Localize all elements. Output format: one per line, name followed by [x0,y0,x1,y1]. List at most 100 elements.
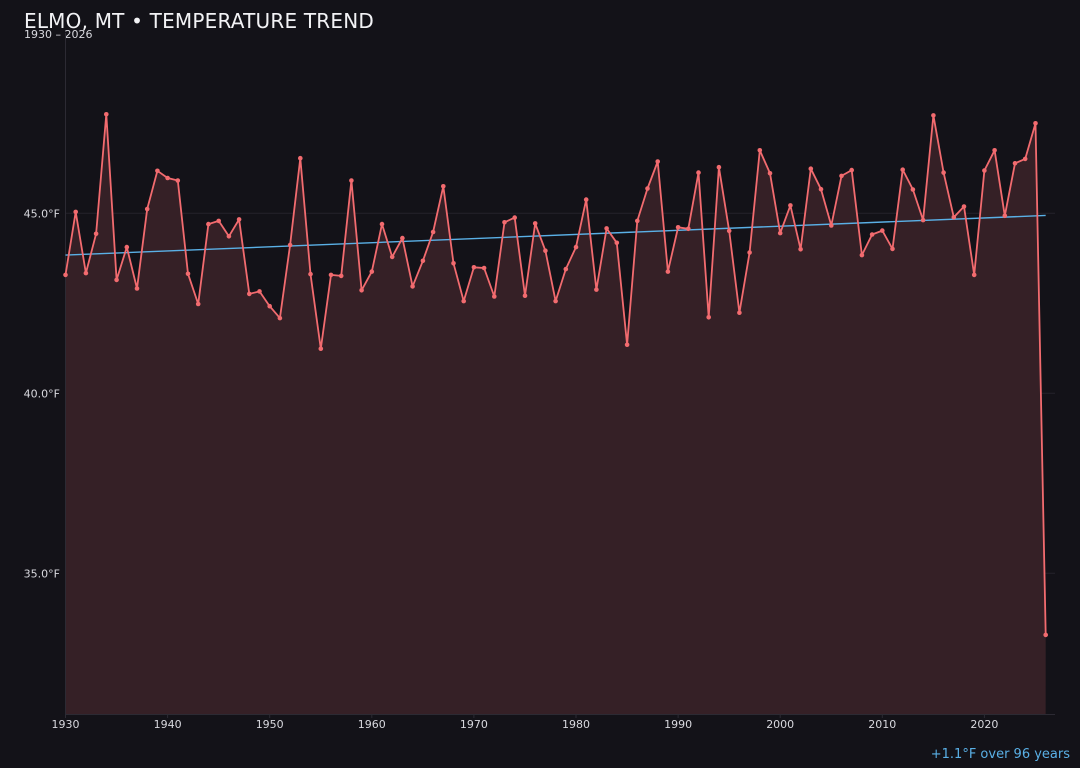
data-point [869,232,875,237]
data-point [696,170,701,175]
data-point [767,171,773,176]
data-point [624,342,630,348]
data-point [788,203,793,208]
data-point [471,265,477,270]
data-point [257,289,262,294]
data-point [369,269,375,274]
data-point [195,301,201,307]
data-point [1043,632,1048,638]
data-point [971,272,977,278]
data-point [522,293,528,299]
data-point [175,178,181,183]
data-point [849,167,854,173]
trend-line [65,214,1046,256]
data-point [655,159,660,164]
data-point [492,294,497,299]
data-point [63,272,68,278]
data-point [675,225,681,230]
data-point [73,209,78,215]
data-point [839,173,844,179]
data-point [502,220,507,225]
x-tick-label: 1970 [460,718,488,731]
data-point [287,242,293,248]
data-point [573,244,579,250]
data-point [267,303,273,309]
data-point [951,215,957,220]
data-point [890,246,895,252]
data-point [726,228,732,234]
data-point [206,221,211,227]
data-point [389,254,395,260]
data-point [114,277,119,283]
data-point [400,235,405,241]
data-point [635,218,640,224]
x-tick-label: 1930 [52,718,80,731]
x-tick-label: 2000 [766,718,794,731]
data-point [185,271,191,277]
data-point [737,310,742,316]
data-point [982,168,987,173]
x-tick-label: 1950 [256,718,284,731]
data-point [216,218,221,224]
data-point [900,167,905,172]
data-point [941,170,946,175]
x-tick-label: 1960 [358,718,386,731]
data-point [665,269,671,274]
data-point [818,186,824,192]
data-point [338,273,344,279]
data-point [777,230,783,236]
data-point [124,244,130,250]
trend-annotation: +1.1°F over 96 years [930,747,1070,762]
data-point [430,229,436,235]
data-point [829,223,834,228]
data-point [420,258,426,264]
data-point [859,252,865,258]
data-point [1033,121,1038,126]
data-point [359,288,364,293]
data-point [349,178,354,183]
data-point [441,184,446,189]
data-point [880,228,885,233]
data-point [1022,156,1028,162]
data-point [277,315,283,321]
x-ticks: 1930 1940 1950 1960 1970 1980 1990 2000 2010 2020 [52,714,998,731]
data-point [1012,161,1018,166]
data-point [134,286,140,291]
data-point [93,231,99,237]
data-point [461,298,467,304]
data-point [532,221,538,226]
data-point [614,240,620,246]
data-point [144,206,150,212]
x-tick-label: 1940 [154,718,182,731]
data-point [604,226,609,231]
data-point [961,204,967,209]
data-point [226,234,232,239]
data-point [563,266,569,272]
data-point [236,217,242,222]
data-point [155,168,160,174]
x-tick-label: 2010 [868,718,896,731]
x-tick-label: 1980 [562,718,590,731]
chart-subtitle: 1930 – 2026 [24,28,93,41]
data-point [543,248,548,253]
data-point [83,270,89,276]
data-point [318,346,324,352]
data-point [308,271,313,277]
data-point [298,155,303,161]
data-point [798,247,803,252]
data-point [594,287,599,292]
data-point [686,226,691,232]
data-point [992,148,997,153]
data-point [512,215,517,220]
area-fill [65,114,1046,715]
y-tick-labels: 35.0°F 40.0°F 45.0°F [24,207,60,580]
chart-title: ELMO, MT • TEMPERATURE TREND [24,9,374,33]
data-point [757,148,763,153]
data-point [931,113,936,118]
data-point [920,217,926,223]
data-markers [63,112,1048,638]
data-point [247,291,252,297]
data-point [553,298,558,304]
data-point [410,284,415,289]
